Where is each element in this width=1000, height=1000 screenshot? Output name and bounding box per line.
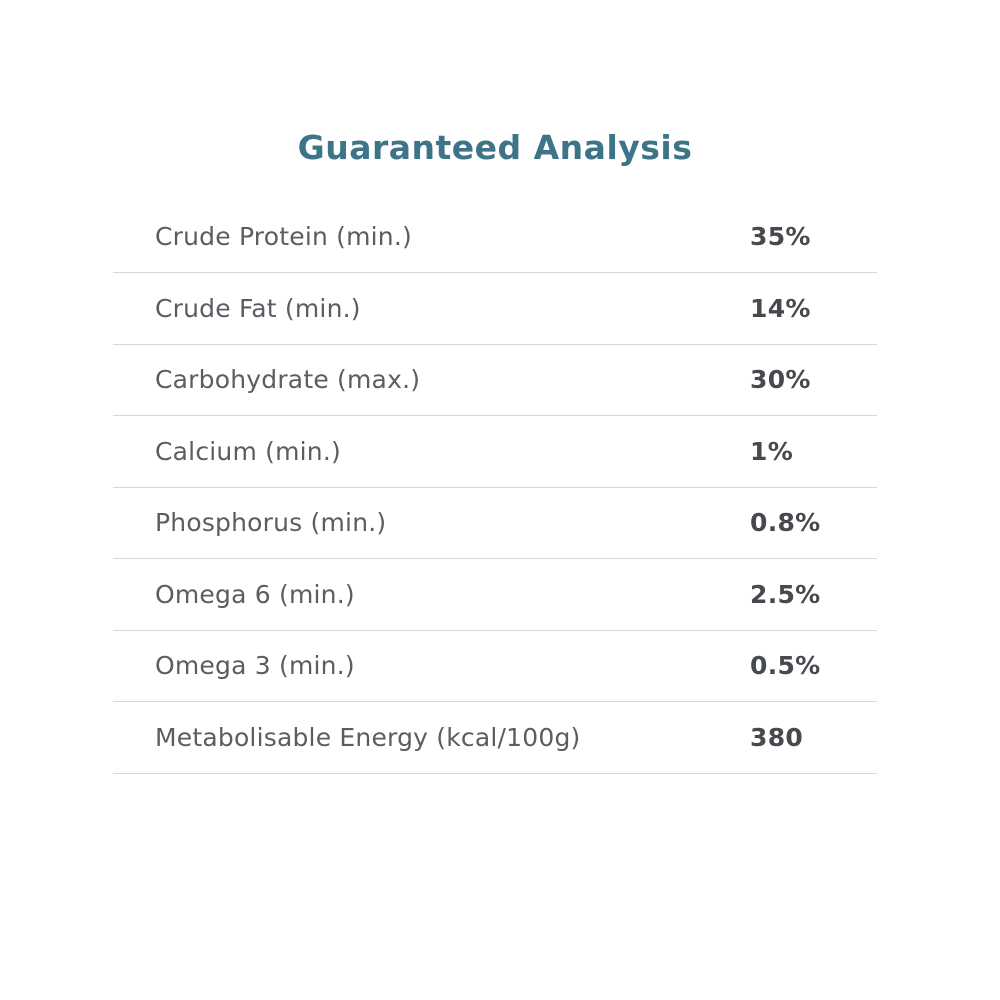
section-title: Guaranteed Analysis [297,128,693,167]
table-row: Omega 6 (min.) 2.5% [113,559,877,631]
row-value: 380 [750,722,804,752]
analysis-table: Crude Protein (min.) 35% Crude Fat (min.… [113,202,877,774]
table-row: Metabolisable Energy (kcal/100g) 380 [113,702,877,774]
row-label: Metabolisable Energy (kcal/100g) [155,722,581,752]
row-label: Phosphorus (min.) [155,508,387,538]
table-row: Phosphorus (min.) 0.8% [113,488,877,560]
row-value: 14% [750,293,811,323]
row-label: Crude Protein (min.) [155,222,412,252]
table-row: Carbohydrate (max.) 30% [113,345,877,417]
row-value: 0.5% [750,651,821,681]
table-row: Omega 3 (min.) 0.5% [113,631,877,703]
row-value: 30% [750,365,811,395]
table-row: Crude Protein (min.) 35% [113,202,877,274]
row-label: Carbohydrate (max.) [155,365,421,395]
row-value: 1% [750,436,794,466]
table-row: Crude Fat (min.) 14% [113,273,877,345]
row-value: 2.5% [750,579,821,609]
guaranteed-analysis-section: Guaranteed Analysis Crude Protein (min.)… [113,128,877,774]
row-label: Omega 6 (min.) [155,579,355,609]
row-label: Omega 3 (min.) [155,651,355,681]
row-value: 35% [750,222,811,252]
row-label: Crude Fat (min.) [155,293,361,323]
table-row: Calcium (min.) 1% [113,416,877,488]
row-value: 0.8% [750,508,821,538]
row-label: Calcium (min.) [155,436,341,466]
